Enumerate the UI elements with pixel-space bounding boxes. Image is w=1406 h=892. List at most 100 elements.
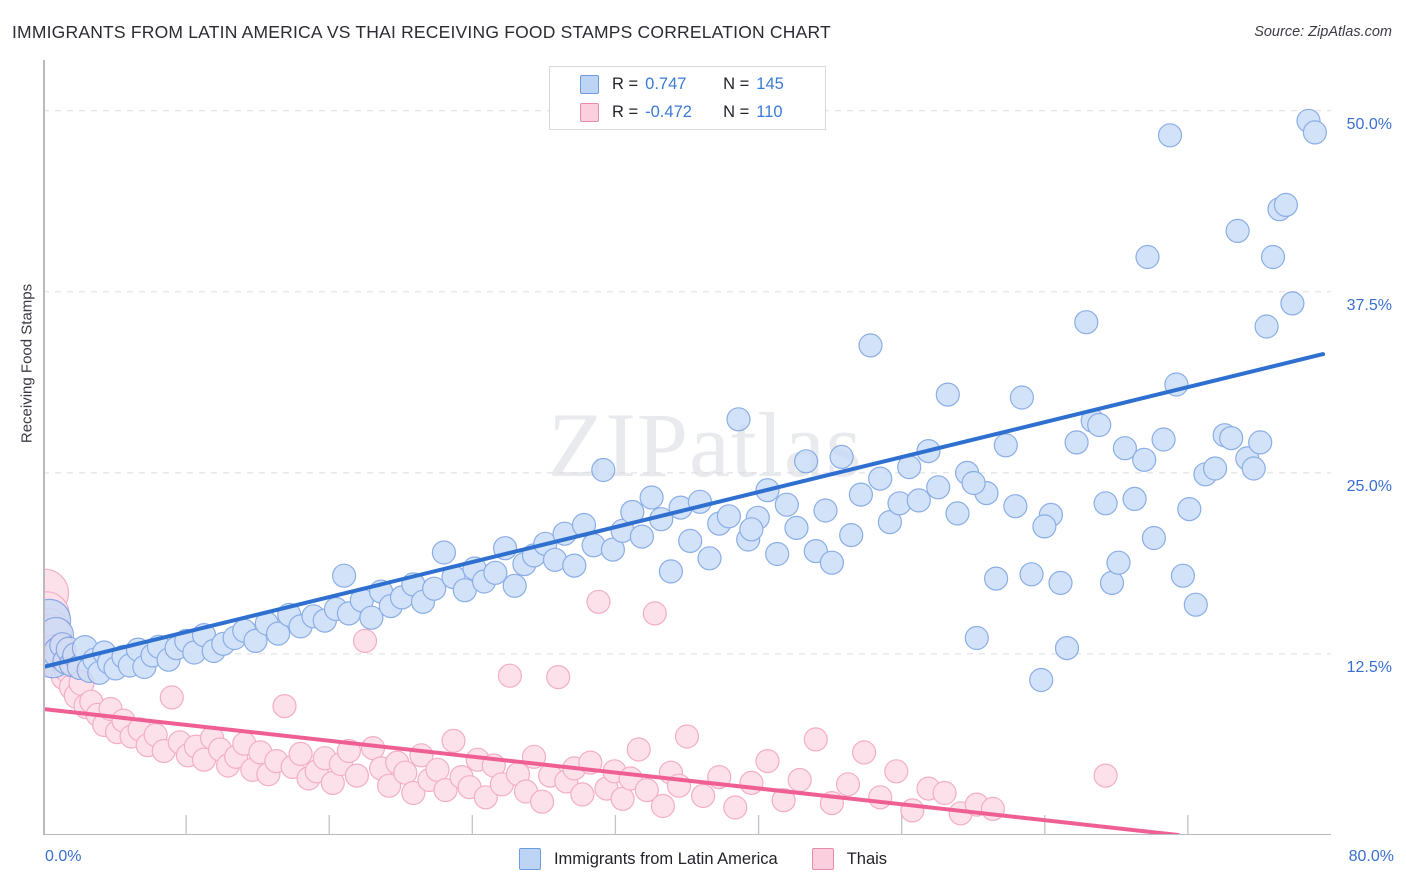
gridlines [43, 110, 1331, 655]
data-point [1254, 314, 1279, 339]
data-point [900, 798, 925, 823]
data-point [626, 737, 651, 762]
data-point [739, 517, 764, 542]
data-point [502, 573, 527, 598]
data-point [1009, 385, 1035, 410]
data-point [858, 333, 883, 358]
data-point [1157, 123, 1183, 148]
data-point [961, 470, 986, 496]
data-point [1170, 563, 1196, 588]
data-point [935, 382, 960, 407]
data-point [829, 444, 854, 469]
stats-row-blue: R = 0.747 N = 145 [580, 70, 825, 98]
stats-r-value-blue: 0.747 [645, 74, 687, 93]
stats-n-value-blue: 145 [756, 74, 784, 93]
data-point [983, 566, 1009, 591]
data-point [674, 724, 700, 749]
data-point [1183, 592, 1208, 617]
y-axis-title: Receiving Food Stamps [18, 283, 36, 444]
data-point [765, 541, 790, 567]
data-point [716, 504, 742, 529]
trendline-pink [43, 707, 1180, 835]
data-point [401, 780, 426, 806]
page-title: IMMIGRANTS FROM LATIN AMERICA VS THAI RE… [12, 22, 831, 42]
data-point [272, 693, 297, 719]
stats-n-value-pink: 110 [756, 102, 783, 121]
data-point [642, 601, 667, 626]
data-point [1064, 430, 1089, 455]
legend-swatch-pink-icon [811, 848, 834, 870]
data-point [650, 793, 676, 819]
data-point [422, 576, 447, 601]
data-point [755, 748, 780, 774]
data-point [1019, 562, 1044, 587]
data-point [497, 663, 522, 688]
data-point [1177, 497, 1202, 522]
data-point [159, 685, 184, 710]
data-point [1087, 412, 1112, 438]
data-point [562, 553, 587, 578]
data-point [839, 523, 864, 548]
data-point [851, 740, 877, 765]
plot-area [43, 60, 1331, 835]
data-point [1032, 514, 1057, 539]
legend-item-thais[interactable]: Thais [811, 848, 888, 870]
chart-legend: Immigrants from Latin America Thais [0, 848, 1406, 870]
data-point [1135, 244, 1160, 270]
data-point [723, 795, 748, 820]
data-point [377, 773, 402, 798]
stats-n-label-blue: N = [723, 74, 750, 93]
data-point [906, 488, 931, 513]
y-axis-tick-50: 50.0% [1346, 115, 1392, 133]
stats-n-label-pink: N = [723, 102, 750, 121]
data-point [1074, 310, 1099, 335]
data-point [1219, 426, 1244, 451]
data-point [697, 546, 722, 571]
data-point [546, 664, 571, 690]
legend-item-immigrants[interactable]: Immigrants from Latin America [518, 848, 778, 870]
data-point [431, 540, 456, 565]
data-point [926, 475, 951, 500]
x-axis-tick-min: 0.0% [45, 848, 82, 865]
data-point [1099, 570, 1125, 596]
legend-label-thais: Thais [846, 849, 888, 868]
data-point [1151, 427, 1176, 452]
data-point [1132, 447, 1157, 472]
data-point [266, 621, 291, 646]
data-point [1273, 192, 1299, 217]
data-point [570, 782, 595, 807]
data-point [483, 560, 508, 585]
data-point [1003, 494, 1028, 519]
x-axis-line [43, 834, 1331, 836]
data-point [1280, 291, 1305, 316]
data-point [848, 482, 874, 507]
stats-r-value-pink: -0.472 [645, 102, 692, 121]
data-point [868, 785, 893, 810]
trendline-blue [43, 352, 1325, 669]
data-point [629, 524, 655, 549]
scatter-plot-svg [43, 108, 1331, 835]
data-point [726, 407, 751, 432]
data-point [932, 780, 957, 806]
stats-row-pink: R = -0.472 N = 110 [580, 98, 825, 126]
data-point [787, 767, 812, 793]
y-axis-tick-37.5: 37.5% [1346, 296, 1392, 314]
x-axis-tick-max: 80.0% [1348, 848, 1394, 865]
data-point [610, 786, 635, 811]
data-point [884, 759, 909, 784]
data-point [945, 501, 970, 526]
legend-label-immigrants: Immigrants from Latin America [553, 849, 778, 868]
data-point [784, 515, 809, 540]
data-point [473, 785, 498, 810]
data-point [993, 433, 1018, 458]
data-point [868, 466, 893, 491]
data-point [634, 777, 659, 803]
data-point [1112, 436, 1138, 461]
data-point [835, 772, 861, 797]
data-point [771, 788, 796, 813]
data-point [586, 589, 611, 614]
data-point [1141, 525, 1167, 551]
data-point [793, 449, 819, 474]
data-point [591, 457, 616, 483]
